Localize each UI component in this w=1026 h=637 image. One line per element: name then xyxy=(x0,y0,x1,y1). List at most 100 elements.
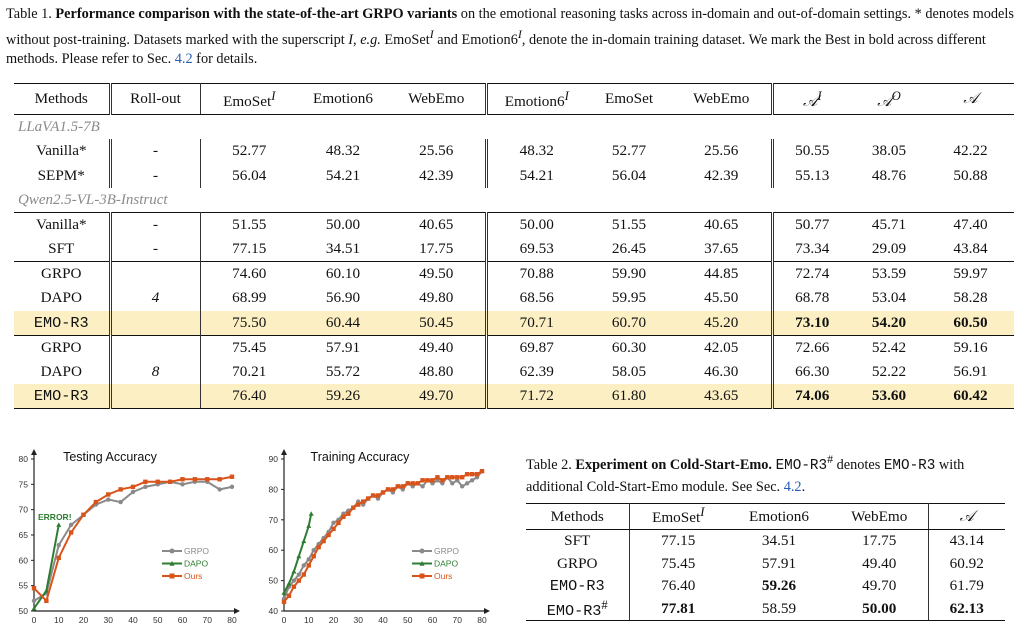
value-cell: 49.40 xyxy=(388,334,488,360)
value-cell: 74.06 xyxy=(772,384,851,410)
value-cell: 59.26 xyxy=(761,577,797,595)
legend-label: Ours xyxy=(184,571,202,581)
data-point xyxy=(291,568,297,574)
x-tick-label: 20 xyxy=(329,615,339,625)
section-link[interactable]: 4.2 xyxy=(174,50,193,67)
caption-text: with additional Cold-Start-Emo module. S… xyxy=(526,456,965,495)
value-cell: 48.32 xyxy=(325,142,361,160)
caption-title: Experiment on Cold-Start-Emo. xyxy=(575,456,772,473)
value-cell: 58.05 xyxy=(611,363,647,381)
value-cell: 62.13 xyxy=(928,597,1005,621)
table-row: SEPM* - 56.04 54.21 42.39 54.21 56.04 42.39 55.1… xyxy=(14,163,1014,188)
data-point xyxy=(143,479,148,484)
caption-text: on the emotional reasoning tasks across … xyxy=(6,6,1014,48)
table2-caption: Table 2. Experiment on Cold-Start-Emo. E… xyxy=(526,449,1001,498)
value-cell: 75.45 xyxy=(200,334,298,360)
method-name: EMO-R3 xyxy=(883,457,936,474)
y-axis-arrow xyxy=(281,449,287,455)
y-tick-label: 50 xyxy=(269,576,279,586)
table-row: EMO-R3# 77.81 58.59 50.00 62.13 xyxy=(526,597,1005,621)
rollout-cell xyxy=(110,310,201,336)
data-point xyxy=(301,563,306,568)
col-header-webemo-b: WebEmo xyxy=(672,82,774,116)
x-tick-label: 50 xyxy=(153,615,163,625)
data-point xyxy=(469,478,475,483)
caption-text: EmoSet xyxy=(380,31,430,48)
value-cell: 17.75 xyxy=(388,237,488,262)
data-point xyxy=(306,523,312,528)
value-cell: 56.04 xyxy=(232,166,267,184)
value-cell: 40.65 xyxy=(388,211,488,237)
y-axis-arrow xyxy=(31,449,37,455)
legend-marker xyxy=(169,548,175,554)
section-link[interactable]: 4.2 xyxy=(783,478,802,495)
value-cell: 54.21 xyxy=(519,166,554,184)
caption-superscript: # xyxy=(827,452,834,466)
value-cell: 42.22 xyxy=(953,142,988,160)
caption-text: , xyxy=(353,31,361,48)
value-cell: 51.55 xyxy=(586,211,672,237)
method-cell: SFT xyxy=(526,529,630,553)
data-point xyxy=(336,520,341,526)
data-point xyxy=(420,478,425,483)
caption-title: Performance comparison with the state-of… xyxy=(55,6,458,22)
y-tick-label: 65 xyxy=(19,530,29,540)
value-cell: 70.21 xyxy=(232,363,267,381)
value-cell: 61.79 xyxy=(949,577,984,595)
value-cell: 58.59 xyxy=(727,597,831,621)
method-cell: SEPM* xyxy=(14,163,112,188)
value-cell: 59.95 xyxy=(611,289,647,307)
value-cell: 40.65 xyxy=(672,211,774,237)
data-point xyxy=(31,605,37,611)
data-point xyxy=(469,472,475,477)
value-cell: 55.72 xyxy=(325,363,361,381)
rollout-cell: - xyxy=(110,139,201,164)
x-tick-label: 80 xyxy=(477,615,487,625)
data-point xyxy=(331,520,336,526)
data-point xyxy=(31,598,37,604)
table1-caption: Table 1. Performance comparison with the… xyxy=(6,5,1020,69)
data-point xyxy=(435,475,440,480)
data-point xyxy=(68,530,74,535)
value-cell: 60.92 xyxy=(949,554,984,572)
rollout-cell xyxy=(110,261,201,287)
x-tick-label: 70 xyxy=(453,615,463,625)
value-cell: 54.20 xyxy=(851,310,927,336)
value-cell: 37.65 xyxy=(672,237,774,262)
method-cell: SFT xyxy=(14,237,112,262)
model-group-label: LLaVA1.5-7B xyxy=(18,119,100,136)
x-tick-label: 0 xyxy=(282,615,287,625)
data-point xyxy=(385,487,391,492)
data-point xyxy=(410,481,415,486)
data-point xyxy=(93,499,99,505)
series-line-dapo xyxy=(33,524,60,610)
caption-text: denotes xyxy=(833,456,884,473)
value-cell: 69.53 xyxy=(519,240,554,258)
data-point xyxy=(326,532,331,538)
table-row: GRPO 75.45 57.91 49.40 69.87 60.30 42.05 72.66 5… xyxy=(14,334,1014,360)
training-accuracy-chart: 40 50 60 70 80 90 0 10 20 30 40 50 60 70 80 Training Ac… xyxy=(269,449,490,625)
value-cell: 56.04 xyxy=(611,166,647,184)
x-tick-label: 50 xyxy=(403,615,413,625)
legend-label: GRPO xyxy=(434,546,459,556)
data-point xyxy=(281,590,287,595)
legend-label: GRPO xyxy=(184,546,209,556)
method-cell: EMO-R3# xyxy=(526,597,630,621)
caption-label: Table 2. xyxy=(526,456,572,473)
rollout-cell: - xyxy=(110,211,201,237)
chart-title: Training Accuracy xyxy=(311,450,411,464)
value-cell: 61.80 xyxy=(586,384,672,410)
data-point xyxy=(106,497,111,502)
data-point xyxy=(361,499,366,504)
value-cell: 43.84 xyxy=(953,240,988,258)
value-cell: 57.91 xyxy=(761,554,797,572)
value-cell: 43.65 xyxy=(672,384,774,410)
data-point xyxy=(311,548,316,553)
x-tick-label: 10 xyxy=(54,615,64,625)
table-row: Vanilla* - 52.77 48.32 25.56 48.32 52.77 25.56 5… xyxy=(14,139,1014,164)
x-tick-label: 70 xyxy=(203,615,213,625)
data-point xyxy=(450,475,455,480)
caption-superscript: I xyxy=(517,26,522,41)
method-cell: EMO-R3 xyxy=(14,384,112,410)
comparison-table: Methods Roll-out EmoSetI Emotion6 WebEmo… xyxy=(14,82,1014,410)
